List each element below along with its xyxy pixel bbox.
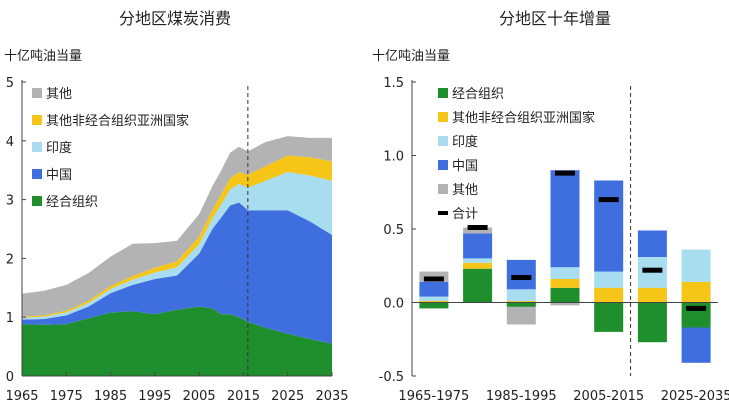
bar-segment xyxy=(463,258,493,263)
left-x-tick-label: 1965 xyxy=(5,389,38,404)
bar-segment xyxy=(419,281,449,297)
bar-segment xyxy=(681,249,711,282)
bar-segment xyxy=(419,296,449,301)
left-x-tick-label: 2015 xyxy=(227,389,260,404)
area-series-2 xyxy=(22,172,332,320)
left-y-tick-label: 0 xyxy=(6,370,14,385)
left-y-tick-label: 1 xyxy=(6,311,14,326)
bar-segment xyxy=(463,262,493,269)
left-y-axis-label: 十亿吨油当量 xyxy=(4,49,82,64)
bar-segment xyxy=(506,259,536,290)
total-marker xyxy=(642,267,663,273)
left-x-tick-label: 2025 xyxy=(271,389,304,404)
bar-segment xyxy=(550,287,580,303)
right-x-tick-label: 1985-1995 xyxy=(486,389,557,404)
bar-segment xyxy=(681,327,711,363)
bar-segment xyxy=(681,281,711,303)
left-y-tick-label: 5 xyxy=(6,76,14,91)
left-plot-area: 0 1 2 3 4 5 1965 1975 1985 1995 2005 2015 2025 2035 其他… xyxy=(5,76,348,404)
total-marker xyxy=(511,275,532,280)
left-legend-label: 中国 xyxy=(46,168,72,183)
area-series-1 xyxy=(22,202,332,344)
right-y-axis-label: 十亿吨油当量 xyxy=(372,49,450,64)
left-y-tick-label: 2 xyxy=(6,252,14,267)
right-x-tick-label: 1965-1975 xyxy=(398,389,469,404)
right-legend-swatch xyxy=(438,160,448,170)
right-legend-swatch xyxy=(438,184,448,194)
total-marker xyxy=(423,276,444,282)
bar-segment xyxy=(637,302,667,343)
left-legend-swatch xyxy=(32,142,42,152)
left-legend-label: 经合组织 xyxy=(46,195,98,210)
left-chart-title: 分地区煤炭消费 xyxy=(119,9,231,28)
right-plot-area: -0.5 0.0 0.5 1.0 1.5 1965-1975 1985-1995 2005-2… xyxy=(379,76,729,404)
right-legend-label: 中国 xyxy=(452,159,478,174)
bar-segment xyxy=(550,302,580,306)
right-legend-total-label: 合计 xyxy=(452,207,478,222)
area-series-3 xyxy=(22,155,332,318)
bar-segment xyxy=(419,302,449,309)
left-x-tick-label: 1975 xyxy=(50,389,83,404)
bar-segment xyxy=(506,302,536,307)
left-x-tick-label: 2035 xyxy=(315,389,348,404)
left-legend-swatch xyxy=(32,88,42,98)
area-series-4 xyxy=(22,136,332,317)
left-y-tick-label: 3 xyxy=(6,194,14,209)
left-legend-swatch xyxy=(32,169,42,179)
left-legend-swatch xyxy=(32,196,42,206)
left-legend-label: 其他非经合组织亚洲国家 xyxy=(46,113,189,129)
right-legend-swatch xyxy=(438,112,448,122)
bar-segment xyxy=(594,287,624,303)
left-y-tick-label: 4 xyxy=(6,135,14,150)
right-y-tick-label: 0.0 xyxy=(383,297,404,312)
right-x-tick-label: 2005-2015 xyxy=(573,389,644,404)
total-marker xyxy=(686,305,707,311)
right-y-tick-label: 1.0 xyxy=(383,150,404,165)
right-y-tick-label: -0.5 xyxy=(379,370,404,385)
left-x-tick-label: 1995 xyxy=(138,389,171,404)
area-series-0 xyxy=(22,306,332,376)
bar-segment xyxy=(637,230,667,257)
bar-segment xyxy=(506,301,536,303)
left-legend-label: 印度 xyxy=(46,140,72,156)
right-chart-title: 分地区十年增量 xyxy=(499,9,611,28)
bar-segment xyxy=(419,301,449,303)
total-marker xyxy=(598,197,619,203)
right-y-tick-label: 1.5 xyxy=(383,76,404,91)
bar-segment xyxy=(463,227,493,234)
bar-segment xyxy=(594,271,624,288)
right-legend-swatch xyxy=(438,88,448,98)
left-x-tick-label: 2005 xyxy=(183,389,216,404)
bar-segment xyxy=(594,302,624,332)
total-marker xyxy=(467,225,488,230)
right-y-tick-label: 0.5 xyxy=(383,223,404,238)
right-legend-label: 印度 xyxy=(452,134,478,150)
right-legend-label: 其他 xyxy=(452,183,478,198)
bar-segment xyxy=(594,180,624,272)
bar-segment xyxy=(463,233,493,259)
bar-segment xyxy=(550,279,580,288)
bar-segment xyxy=(463,268,493,303)
bar-segment xyxy=(637,287,667,303)
left-x-tick-label: 1985 xyxy=(94,389,127,404)
right-legend-label: 其他非经合组织亚洲国家 xyxy=(452,110,595,126)
bar-segment xyxy=(550,267,580,279)
left-legend-swatch xyxy=(32,115,42,125)
left-legend-label: 其他 xyxy=(46,87,72,102)
right-x-tick-label: 2025-2035 xyxy=(661,389,729,404)
bar-segment xyxy=(506,306,536,325)
right-legend-label: 经合组织 xyxy=(452,87,504,102)
right-legend-total-swatch xyxy=(438,211,448,215)
right-legend-swatch xyxy=(438,136,448,146)
total-marker xyxy=(555,170,575,176)
bar-segment xyxy=(550,170,580,268)
bar-segment xyxy=(506,289,536,302)
